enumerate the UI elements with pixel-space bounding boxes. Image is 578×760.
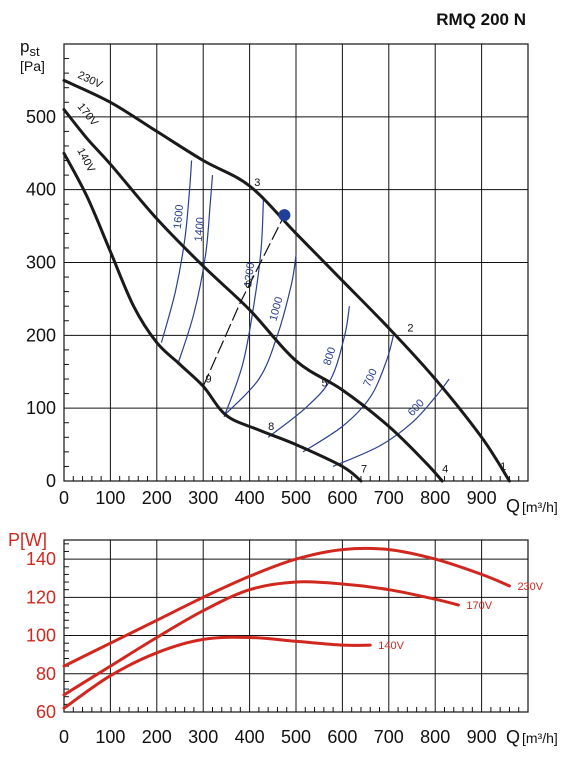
power-curve-140V [62,635,372,710]
rpm-iso-line-1000 [223,255,297,416]
rpm-iso-line-700 [302,335,394,453]
power-x-tick-label: 600 [327,727,357,747]
power-curve-230V [62,546,511,668]
power-x-tick-label: 200 [142,727,172,747]
chart-title: RMQ 200 N [436,10,526,29]
pressure-x-axis-label: Q [506,496,520,516]
pressure-y-tick-label: 0 [46,471,56,491]
fan-curve-170V [62,108,444,483]
point-label-5: 5 [322,377,328,389]
pressure-x-tick-label: 100 [95,488,125,508]
power-x-axis-label: Q [506,727,520,747]
point-label-7: 7 [361,463,367,475]
pressure-x-tick-label: 0 [59,488,69,508]
rpm-iso-line-1600 [160,160,193,343]
pressure-x-tick-label: 700 [374,488,404,508]
power-grid [63,539,529,713]
power-x-tick-label: 500 [281,727,311,747]
power-x-tick-label: 800 [420,727,450,747]
pressure-axis-label: pst [20,37,40,59]
rpm-iso-line-800 [267,306,350,438]
rpm-iso-line-1200 [223,196,265,418]
power-x-tick-label: 0 [59,727,69,747]
power-y-tick-label: 80 [36,664,56,684]
power-y-tick-label: 120 [26,587,56,607]
rpm-label-1200: 1200 [242,262,257,288]
power-minor-ticks [64,543,520,712]
rpm-label-800: 800 [321,346,338,367]
pressure-x-tick-label: 600 [327,488,357,508]
power-x-tick-label: 700 [374,727,404,747]
point-label-1: 1 [500,461,506,473]
point-label-3: 3 [254,177,260,189]
power-x-tick-label: 400 [235,727,265,747]
pressure-x-tick-label: 500 [281,488,311,508]
point-label-4: 4 [442,463,448,475]
power-y-tick-label: 60 [36,702,56,722]
power-chart: 230V 170V 140V 0 100 200 300 400 500 600 700 800 90… [8,530,558,747]
pressure-y-tick-label: 200 [26,325,56,345]
pressure-y-tick-label: 100 [26,398,56,418]
fan-curve-140V [62,151,363,483]
pressure-labels: 0 100 200 300 400 500 600 700 800 900 0 100 200 300 40… [26,107,497,508]
pressure-y-tick-label: 400 [26,180,56,200]
point-label-6: 6 [245,279,251,291]
rpm-label-600: 600 [406,397,427,419]
rpm-label-1600: 1600 [172,204,186,230]
pressure-x-tick-label: 800 [420,488,450,508]
power-x-tick-label: 100 [95,727,125,747]
power-axis-label: P[W] [8,530,47,550]
power-y-tick-label: 100 [26,626,56,646]
power-label-170V: 170V [466,600,492,612]
system-curve [202,214,285,387]
pressure-x-tick-label: 400 [235,488,265,508]
pressure-y-tick-label: 300 [26,253,56,273]
pressure-x-axis-unit: [m³/h] [522,499,558,515]
rpm-iso-line-600 [332,378,450,467]
pressure-x-tick-label: 900 [467,488,497,508]
pressure-x-tick-label: 200 [142,488,172,508]
pressure-axis-unit: [Pa] [20,58,45,74]
pressure-x-tick-label: 300 [188,488,218,508]
pressure-minor-ticks [64,58,520,481]
power-label-140V: 140V [378,640,404,652]
operating-point [278,209,291,222]
power-x-tick-label: 900 [467,727,497,747]
pressure-grid [63,43,529,482]
rpm-iso-line-1400 [177,175,214,365]
power-label-230V: 230V [517,581,543,593]
curve-label-170V: 170V [75,101,101,129]
point-label-8: 8 [268,421,274,433]
power-y-tick-label: 140 [26,549,56,569]
pressure-y-tick-label: 500 [26,107,56,127]
curve-label-140V: 140V [74,146,97,175]
fan-curve-230V [62,78,511,483]
power-curve-170V [62,580,460,697]
power-labels: 0 100 200 300 400 500 600 700 800 900 60 80 100 120 14… [26,549,497,747]
power-curves: 230V 170V 140V [62,546,544,710]
rpm-label-1400: 1400 [193,217,207,242]
power-x-tick-label: 300 [188,727,218,747]
power-x-axis-unit: [m³/h] [522,730,558,746]
point-label-9: 9 [206,374,212,386]
point-label-2: 2 [407,323,413,335]
